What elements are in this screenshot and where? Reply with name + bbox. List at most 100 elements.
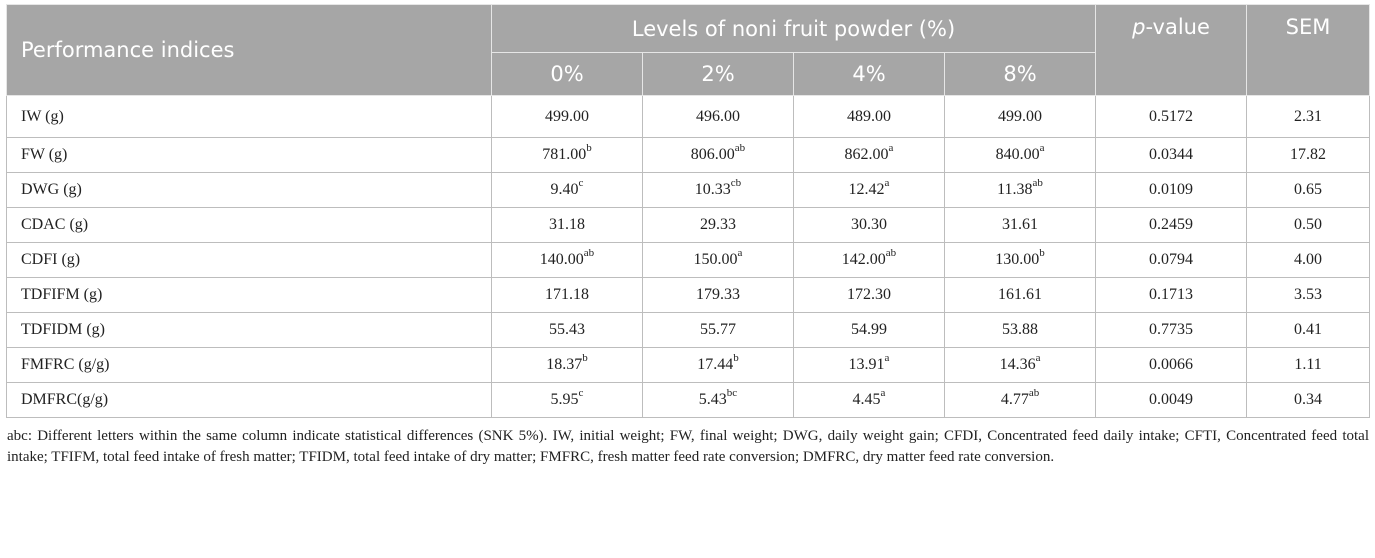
cell-value: 171.18 xyxy=(545,286,589,303)
pvalue-cell: 0.5172 xyxy=(1095,95,1248,138)
table-row: DMFRC(g/g) 5.95c 5.43bc 4.45a 4.77ab 0.0… xyxy=(6,382,1371,418)
table-cell: 140.00ab xyxy=(491,242,643,278)
row-label: CDFI (g) xyxy=(6,242,492,278)
table-cell: 13.91a xyxy=(793,347,945,383)
cell-value: 54.99 xyxy=(851,321,887,338)
table-cell: 781.00b xyxy=(491,137,643,173)
table-cell: 4.77ab xyxy=(943,382,1097,418)
table-cell: 172.30 xyxy=(793,277,945,313)
sem-cell: 0.41 xyxy=(1246,312,1371,348)
cell-value: 130.00 xyxy=(995,251,1040,268)
cell-superscript: a xyxy=(888,141,894,154)
table-cell: 150.00a xyxy=(642,242,794,278)
table-footnote: abc: Different letters within the same c… xyxy=(7,428,1369,465)
row-label: CDAC (g) xyxy=(6,207,492,243)
cell-value: 5.43 xyxy=(698,391,727,408)
table-cell: 840.00a xyxy=(943,137,1097,173)
sem-cell: 3.53 xyxy=(1246,277,1371,313)
header-level-2: 2% xyxy=(642,52,794,96)
header-performance-label: Performance indices xyxy=(21,38,235,62)
table-row: IW (g) 499.00 496.00 489.00 499.00 0.517… xyxy=(6,95,1371,138)
table-cell: 499.00 xyxy=(491,95,643,138)
row-label: IW (g) xyxy=(6,95,492,138)
table-row: FW (g) 781.00b 806.00ab 862.00a 840.00a … xyxy=(6,137,1371,173)
table-cell: 179.33 xyxy=(642,277,794,313)
cell-superscript: a xyxy=(1039,141,1045,154)
table-cell: 9.40c xyxy=(491,172,643,208)
sem-cell: 1.11 xyxy=(1246,347,1371,383)
table-cell: 499.00 xyxy=(943,95,1097,138)
row-label: TDFIDM (g) xyxy=(6,312,492,348)
cell-superscript: b xyxy=(586,141,592,154)
table-cell: 31.61 xyxy=(943,207,1097,243)
cell-value: 862.00 xyxy=(844,146,889,163)
header-level-8: 8% xyxy=(943,52,1097,96)
header-level-label: 4% xyxy=(852,62,886,86)
cell-value: 31.61 xyxy=(1002,216,1039,233)
table-cell: 496.00 xyxy=(642,95,794,138)
table-row: CDAC (g) 31.18 29.33 30.30 31.61 0.2459 … xyxy=(6,207,1371,243)
table-cell: 5.95c xyxy=(491,382,643,418)
header-levels-label: Levels of noni fruit powder (%) xyxy=(631,16,956,41)
cell-superscript: ab xyxy=(583,246,595,259)
table-cell: 55.77 xyxy=(642,312,794,348)
cell-superscript: b xyxy=(1039,246,1045,259)
cell-value: 55.77 xyxy=(700,321,736,338)
cell-value: 4.45 xyxy=(852,391,881,408)
cell-value: 18.37 xyxy=(546,356,583,373)
cell-superscript: c xyxy=(578,176,584,189)
pvalue-cell: 0.0344 xyxy=(1095,137,1248,173)
cell-value: 12.42 xyxy=(848,181,885,198)
cell-value: 806.00 xyxy=(690,146,735,163)
cell-value: 13.91 xyxy=(848,356,885,373)
row-label: TDFIFM (g) xyxy=(6,277,492,313)
cell-superscript: a xyxy=(880,386,886,399)
cell-value: 5.95 xyxy=(550,391,579,408)
table-cell: 4.45a xyxy=(793,382,945,418)
table-body: IW (g) 499.00 496.00 489.00 499.00 0.517… xyxy=(6,95,1371,418)
table-row: FMFRC (g/g) 18.37b 17.44b 13.91a 14.36a … xyxy=(6,347,1371,383)
cell-superscript: b xyxy=(733,351,739,364)
cell-value: 29.33 xyxy=(700,216,736,233)
table-cell: 11.38ab xyxy=(943,172,1097,208)
pvalue-cell: 0.2459 xyxy=(1095,207,1248,243)
cell-value: 9.40 xyxy=(550,181,579,198)
cell-superscript: ab xyxy=(1032,176,1043,189)
sem-cell: 0.50 xyxy=(1246,207,1371,243)
table-cell: 31.18 xyxy=(491,207,643,243)
table-row: TDFIFM (g) 171.18 179.33 172.30 161.61 0… xyxy=(6,277,1371,313)
cell-value: 142.00 xyxy=(841,251,886,268)
header-sem: SEM xyxy=(1246,4,1371,96)
cell-superscript: ab xyxy=(1028,386,1040,399)
pvalue-cell: 0.7735 xyxy=(1095,312,1248,348)
row-label: DMFRC(g/g) xyxy=(6,382,492,418)
header-levels: Levels of noni fruit powder (%) xyxy=(490,4,1097,53)
performance-table: Performance indices Levels of noni fruit… xyxy=(6,4,1371,418)
pvalue-cell: 0.0049 xyxy=(1095,382,1248,418)
table-cell: 12.42a xyxy=(793,172,945,208)
header-level-label: 2% xyxy=(701,62,735,86)
table-cell: 14.36a xyxy=(943,347,1097,383)
table-cell: 29.33 xyxy=(642,207,794,243)
sem-cell: 0.65 xyxy=(1246,172,1371,208)
table-cell: 17.44b xyxy=(642,347,794,383)
cell-value: 4.77 xyxy=(1000,391,1029,408)
cell-value: 30.30 xyxy=(851,216,887,233)
cell-superscript: bc xyxy=(726,386,738,399)
header-pvalue-italic: p xyxy=(1132,15,1146,39)
cell-superscript: a xyxy=(737,246,743,259)
cell-value: 11.38 xyxy=(997,181,1033,198)
table-cell: 806.00ab xyxy=(642,137,794,173)
header-pvalue-rest: -value xyxy=(1145,15,1210,39)
table-cell: 18.37b xyxy=(491,347,643,383)
cell-value: 496.00 xyxy=(696,107,740,125)
header-pvalue: p-value xyxy=(1095,4,1248,96)
header-level-label: 8% xyxy=(1003,62,1037,86)
cell-superscript: a xyxy=(884,351,890,364)
pvalue-cell: 0.0109 xyxy=(1095,172,1248,208)
sem-cell: 0.34 xyxy=(1246,382,1371,418)
table-row: TDFIDM (g) 55.43 55.77 54.99 53.88 0.773… xyxy=(6,312,1371,348)
cell-superscript: ab xyxy=(885,246,897,259)
sem-cell: 17.82 xyxy=(1246,137,1371,173)
cell-value: 161.61 xyxy=(998,286,1043,303)
